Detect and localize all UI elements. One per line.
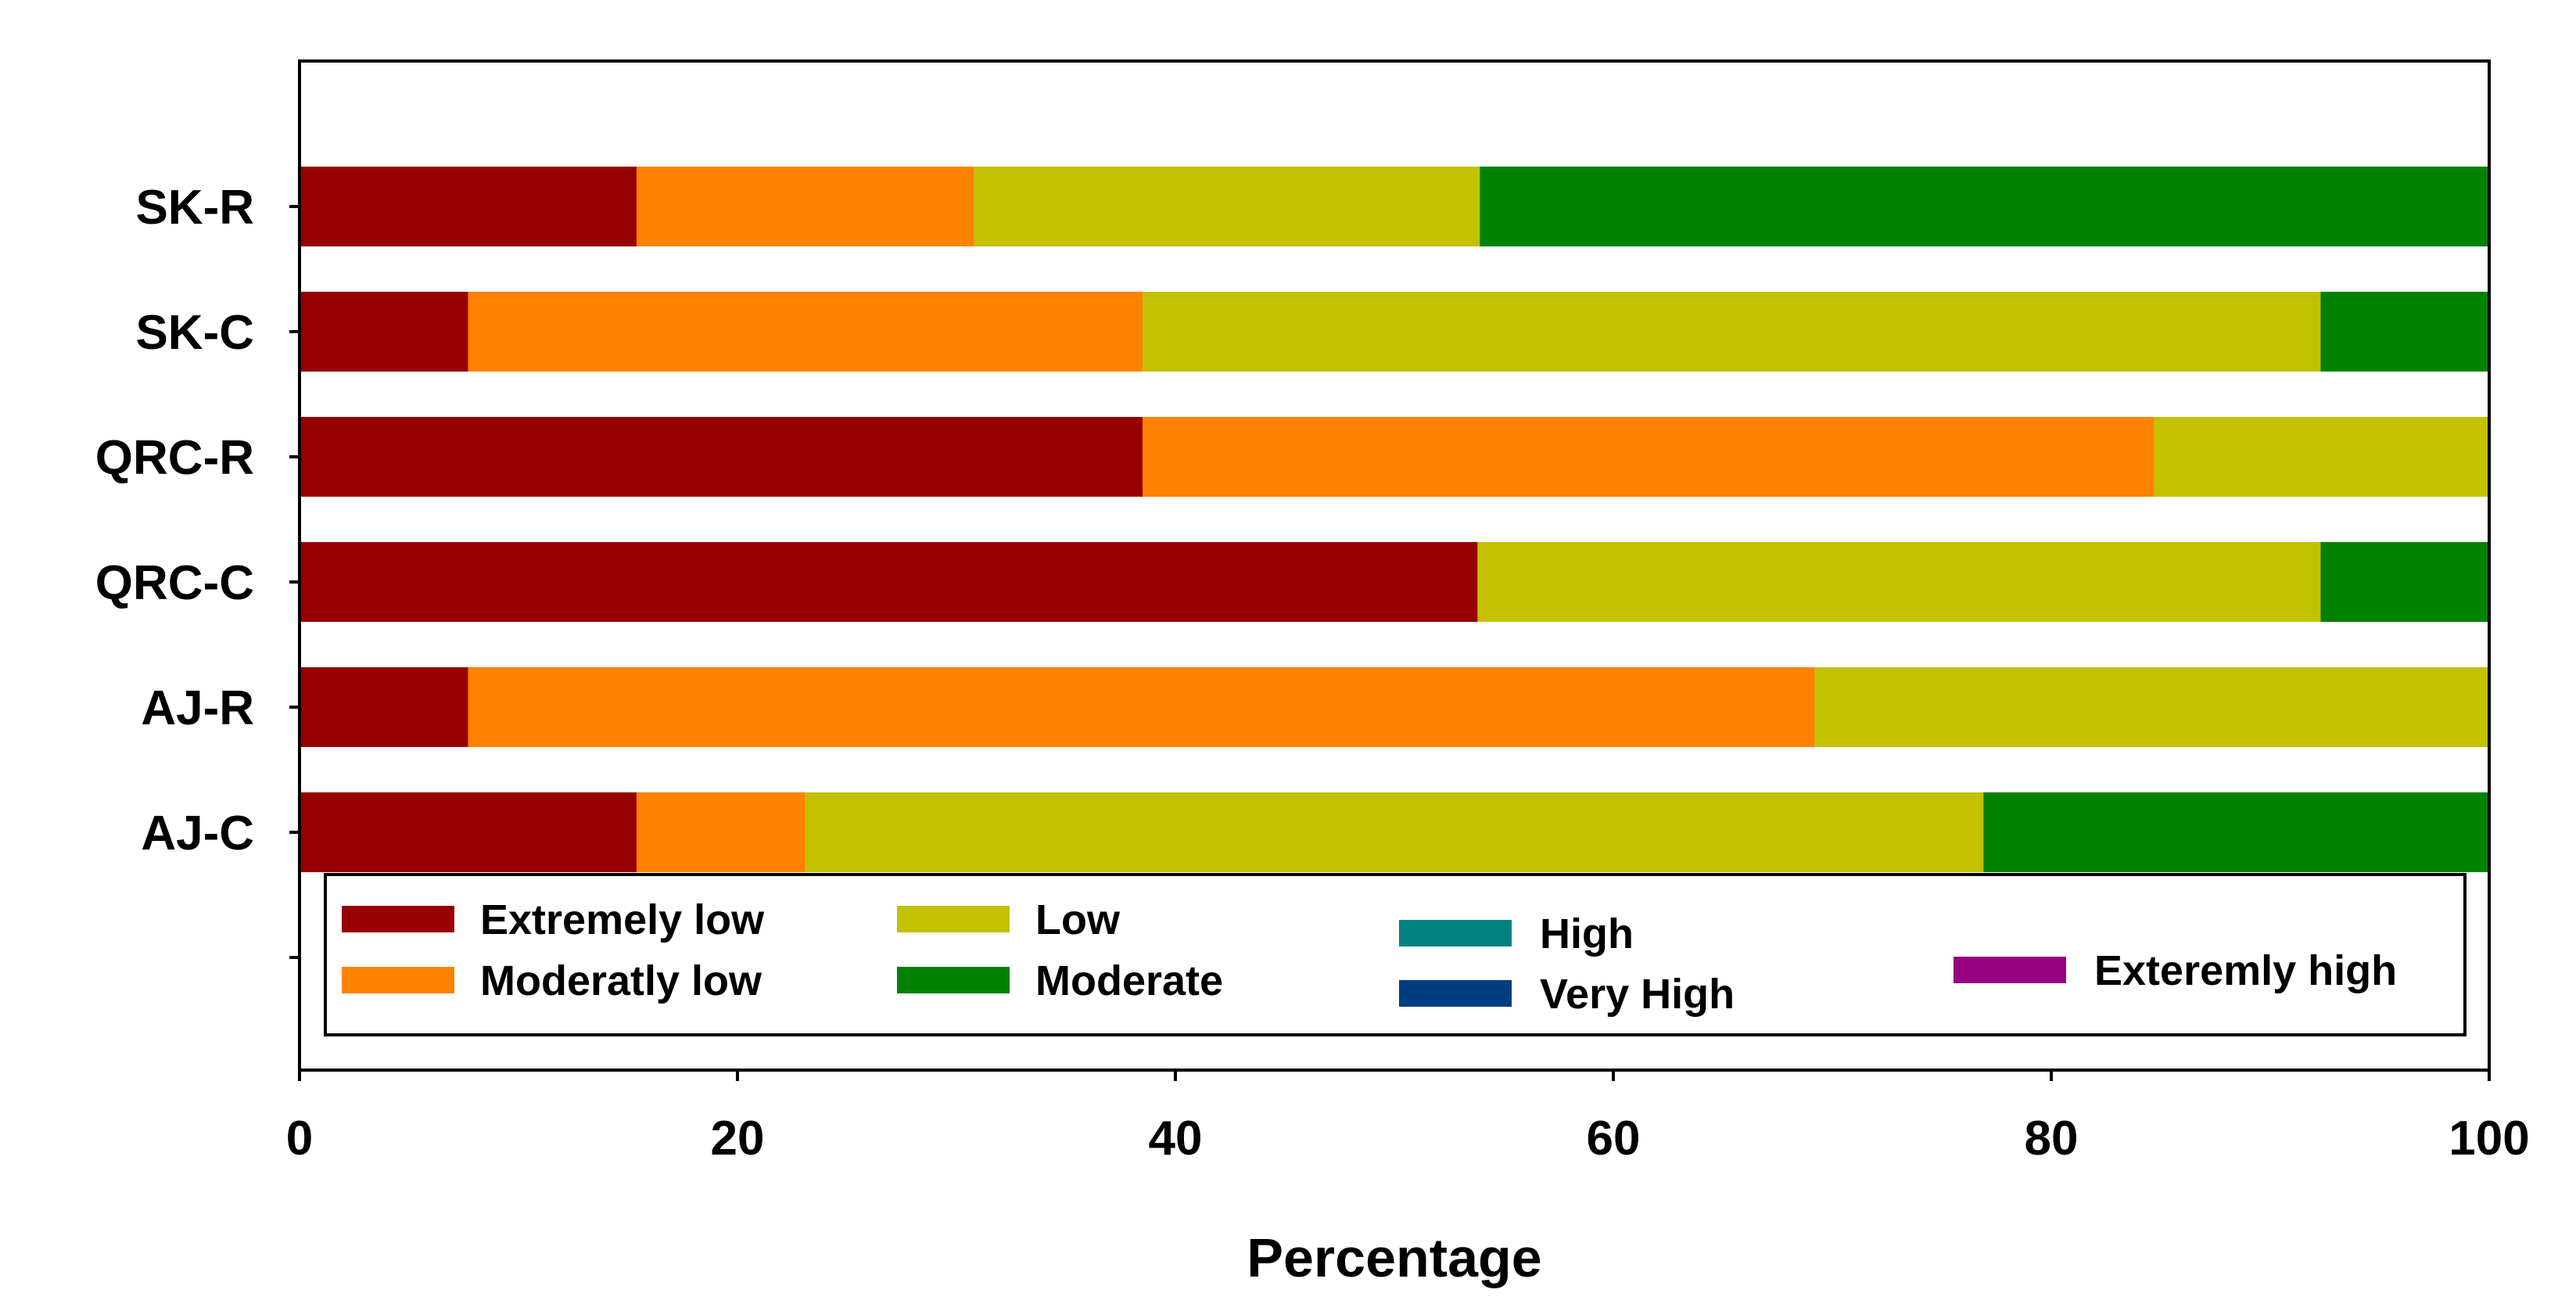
legend-label: Moderatly low <box>480 957 762 1004</box>
legend-label: Exteremly high <box>2094 947 2397 994</box>
legend-swatch <box>342 967 454 993</box>
x-axis-title: Percentage <box>1247 1227 1541 1288</box>
bar-segment <box>300 167 637 246</box>
bar-segment <box>300 792 637 872</box>
bar-segment <box>1983 792 2489 872</box>
legend-swatch <box>897 967 1010 993</box>
x-tick-label: 60 <box>1587 1112 1641 1166</box>
bar-segment <box>1143 292 2321 372</box>
legend-label: Moderate <box>1035 957 1223 1004</box>
legend-label: Very High <box>1540 971 1735 1018</box>
x-tick-label: 40 <box>1149 1112 1203 1166</box>
bar-segment <box>1143 417 2154 497</box>
category-label: SK-C <box>135 306 254 360</box>
legend: Extremely low Moderatly low Low Moderate Hig… <box>324 873 2467 1036</box>
bar-segment <box>1480 167 2489 246</box>
bar-segment <box>1814 667 2489 747</box>
bar-segment <box>300 417 1143 497</box>
bars-group <box>300 167 2489 872</box>
x-tick-label: 80 <box>2025 1112 2079 1166</box>
x-tick-label: 100 <box>2449 1112 2529 1166</box>
legend-label: High <box>1540 911 1634 957</box>
y-axis: SK-R SK-C QRC-R QRC-C AJ-R AJ-C <box>95 181 300 959</box>
category-label: AJ-C <box>141 806 254 860</box>
category-label: QRC-R <box>95 431 254 485</box>
bar-segment <box>300 292 468 372</box>
bar-segment <box>2320 542 2489 622</box>
x-tick-label: 0 <box>286 1112 313 1166</box>
category-label: QRC-C <box>95 556 254 610</box>
bar-segment <box>1477 542 2321 622</box>
bar-segment <box>300 667 468 747</box>
legend-swatch <box>1399 920 1512 946</box>
bar-segment <box>300 542 1478 622</box>
plot-frame <box>298 59 2491 1072</box>
legend-swatch <box>1399 980 1512 1007</box>
legend-swatch <box>1954 957 2066 983</box>
legend-label: Low <box>1035 896 1121 943</box>
bar-segment <box>974 167 1480 246</box>
legend-label: Extremely low <box>480 896 765 943</box>
bar-segment <box>2320 292 2489 372</box>
legend-swatch <box>342 906 454 932</box>
legend-frame <box>324 873 2467 1036</box>
x-axis: 0 20 40 60 80 100 <box>286 1070 2530 1166</box>
bar-segment <box>805 792 1984 872</box>
category-label: SK-R <box>135 181 254 235</box>
bar-segment <box>637 792 805 872</box>
category-label: AJ-R <box>141 681 254 735</box>
x-tick-label: 20 <box>711 1112 765 1166</box>
bar-segment <box>637 167 974 246</box>
bar-segment <box>2154 417 2489 497</box>
legend-swatch <box>897 906 1010 932</box>
bar-segment <box>468 667 1815 747</box>
bar-segment <box>468 292 1143 372</box>
